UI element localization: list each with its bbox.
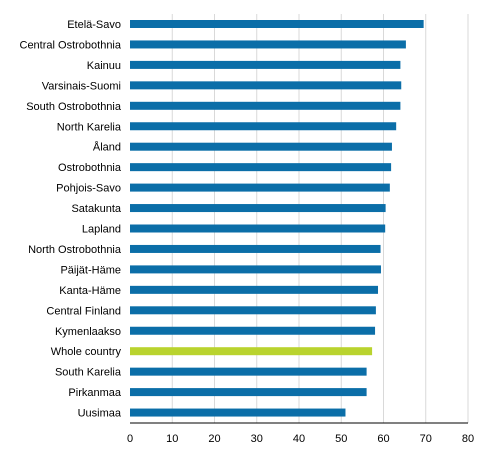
bar [130,388,367,397]
x-tick-labels: 0 10 20 30 40 50 60 70 80 [127,433,474,445]
category-label: Uusimaa [78,408,122,420]
category-label: Lapland [82,224,121,236]
gridlines [171,14,469,423]
x-tick-label: 0 [127,433,133,445]
x-tick-label: 70 [420,433,432,445]
x-tick-label: 30 [251,433,263,445]
bars [130,20,424,417]
bar [130,285,379,294]
category-label: Kainuu [87,60,121,72]
bar [130,101,401,110]
bar [130,163,392,172]
bar [130,81,402,90]
category-label: Ostrobothnia [58,162,122,174]
category-label: Åland [93,141,121,154]
category-label: Central Ostrobothnia [20,39,122,51]
bar [130,265,381,274]
bar [130,204,386,213]
x-tick-label: 50 [335,433,347,445]
bar [130,60,401,69]
bar [130,20,424,28]
category-label: Central Finland [46,305,121,317]
bar [130,367,367,376]
category-label: Kymenlaakso [55,326,121,338]
category-label: Varsinais-Suomi [42,80,121,92]
x-tick-label: 80 [462,433,474,445]
bar [130,40,406,49]
bar [130,408,346,417]
bar [130,326,376,335]
x-tick-label: 60 [377,433,389,445]
category-label: North Ostrobothnia [28,244,122,256]
category-label: Satakunta [71,203,121,215]
category-label: North Karelia [57,121,122,133]
x-tick-label: 10 [166,433,178,445]
category-label: Pirkanmaa [68,387,121,399]
category-label: South Karelia [55,367,122,379]
category-label: Kanta-Häme [59,285,121,297]
category-label: South Ostrobothnia [26,101,122,113]
category-label: Pohjois-Savo [56,183,121,195]
category-labels: Etelä-Savo Central Ostrobothnia Kainuu Vars… [20,19,122,420]
category-label: Etelä-Savo [67,19,121,31]
category-label: Whole country [51,346,122,358]
bar [130,183,390,192]
bar [130,122,397,131]
bar [130,347,373,356]
category-label: Päijät-Häme [60,264,121,276]
x-tick-label: 40 [293,433,305,445]
bar [130,224,386,233]
bar [130,142,392,151]
bar [130,306,376,315]
bar [130,244,381,253]
x-tick-label: 20 [208,433,220,445]
